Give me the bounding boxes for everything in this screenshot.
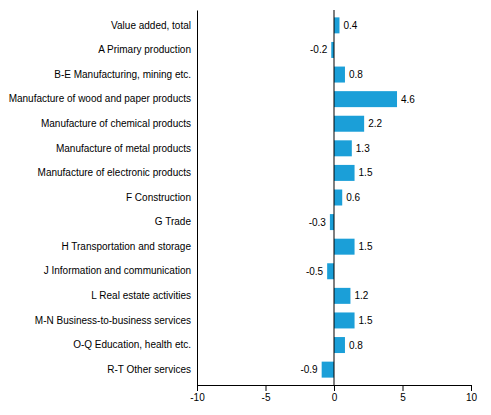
tick-mark (403, 385, 404, 391)
bar (330, 214, 334, 230)
data-label: 1.2 (354, 290, 368, 301)
tick: Manufacture of chemical products (41, 118, 191, 129)
tick: Manufacture of electronic products (38, 167, 191, 178)
axis-line (197, 11, 198, 386)
bar (334, 116, 364, 132)
bar (334, 239, 355, 255)
data-label: 0.8 (349, 340, 363, 351)
tick-label: 0 (332, 392, 338, 403)
tick: G Trade (155, 216, 192, 227)
tick: J Information and communication (44, 265, 191, 276)
data-label: 0.8 (349, 69, 363, 80)
tick: 0 (332, 385, 338, 403)
data-label: 1.3 (356, 143, 370, 154)
data-label: 1.5 (359, 167, 373, 178)
data-label: 1.5 (359, 315, 373, 326)
tick-mark (334, 385, 335, 391)
tick-label: -10 (190, 392, 205, 403)
tick-label: H Transportation and storage (61, 241, 191, 252)
tick: 5 (400, 385, 406, 403)
data-labels: 0.4 -0.2 0.8 4.6 2.2 1.3 1.5 0.6 -0.3 1.5 -0.5 1.2 1… (300, 20, 415, 375)
y-axis: Value added, total A Primary production B-… (9, 11, 198, 386)
tick-label: 10 (466, 392, 478, 403)
tick-label: Value added, total (111, 20, 191, 31)
tick-label: M-N Business-to-business services (35, 315, 191, 326)
data-label: -0.5 (306, 266, 324, 277)
data-label: 2.2 (368, 118, 382, 129)
tick: F Construction (126, 192, 191, 203)
tick-label: Manufacture of chemical products (41, 118, 191, 129)
bar (322, 362, 334, 378)
tick-label: Manufacture of metal products (56, 143, 191, 154)
tick-label: 5 (400, 392, 406, 403)
tick-mark (471, 385, 472, 391)
axis-line (198, 386, 472, 392)
data-label: 0.6 (346, 192, 360, 203)
bar (334, 312, 355, 328)
data-label: -0.3 (309, 217, 327, 228)
tick: Manufacture of metal products (56, 143, 191, 154)
bar (334, 165, 355, 181)
tick: L Real estate activities (91, 290, 191, 301)
tick: Manufacture of wood and paper products (9, 93, 191, 104)
bar (334, 190, 342, 206)
tick-label: Manufacture of electronic products (38, 167, 191, 178)
tick-label: A Primary production (98, 44, 191, 55)
bar (334, 17, 339, 33)
data-label: -0.2 (310, 44, 328, 55)
data-label: -0.9 (300, 364, 318, 375)
data-label: 1.5 (359, 241, 373, 252)
tick: -5 (262, 385, 271, 403)
bar (334, 67, 345, 83)
tick-mark (197, 385, 198, 391)
bar (334, 337, 345, 353)
tick: A Primary production (98, 44, 191, 55)
tick-label: Manufacture of wood and paper products (9, 93, 191, 104)
tick-label: R-T Other services (107, 364, 191, 375)
bars (322, 17, 397, 377)
tick-label: B-E Manufacturing, mining etc. (54, 69, 191, 80)
x-axis: -10 -5 0 5 10 (190, 385, 477, 403)
tick: 10 (466, 385, 478, 403)
tick: H Transportation and storage (61, 241, 191, 252)
tick-label: G Trade (155, 216, 192, 227)
tick-label: L Real estate activities (91, 290, 191, 301)
tick-label: -5 (262, 392, 271, 403)
bar (327, 263, 334, 279)
tick-mark (266, 385, 267, 391)
bar (334, 140, 352, 156)
tick-label: O-Q Education, health etc. (73, 339, 191, 350)
chart-svg: -10 -5 0 5 10 Value added, total A Primary pro… (0, 0, 491, 415)
tick: -10 (190, 385, 205, 403)
bar (334, 91, 397, 107)
tick: R-T Other services (107, 364, 191, 375)
chart-container: -10 -5 0 5 10 Value added, total A Primary pro… (0, 0, 491, 415)
tick: B-E Manufacturing, mining etc. (54, 69, 191, 80)
tick: Value added, total (111, 20, 191, 31)
tick-label: J Information and communication (44, 265, 191, 276)
zero-line (334, 10, 335, 385)
tick: O-Q Education, health etc. (73, 339, 191, 350)
data-label: 4.6 (401, 94, 415, 105)
bar (334, 288, 350, 304)
data-label: 0.4 (343, 20, 357, 31)
tick-label: F Construction (126, 192, 191, 203)
tick: M-N Business-to-business services (35, 315, 191, 326)
